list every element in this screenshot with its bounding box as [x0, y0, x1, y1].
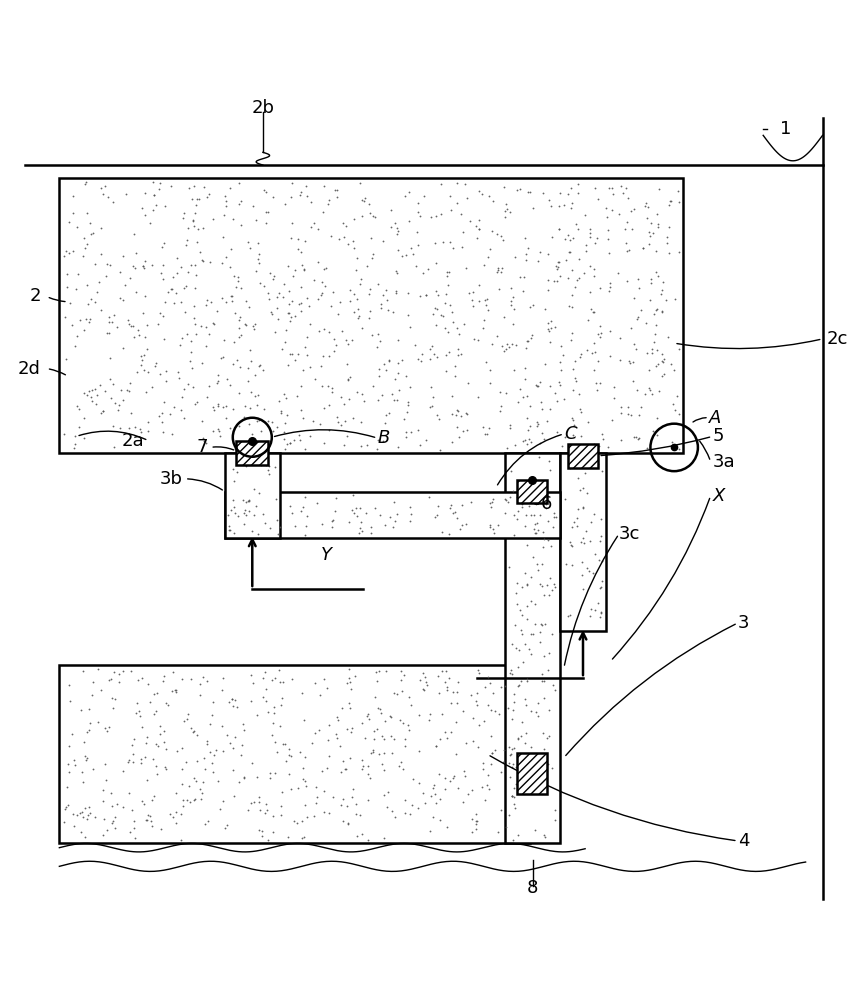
- Text: 3: 3: [738, 614, 750, 632]
- Text: 2a: 2a: [121, 432, 144, 450]
- Bar: [59, 178, 683, 453]
- Text: 1: 1: [780, 120, 791, 138]
- Text: 5: 5: [712, 427, 724, 445]
- Bar: [225, 453, 280, 538]
- Bar: [516, 753, 548, 794]
- Bar: [560, 453, 606, 631]
- Text: 2: 2: [29, 287, 41, 305]
- Bar: [516, 480, 548, 503]
- Text: X: X: [712, 487, 725, 505]
- Bar: [236, 441, 268, 465]
- Text: A: A: [709, 409, 722, 427]
- Text: 3c: 3c: [619, 525, 640, 543]
- Bar: [59, 665, 530, 843]
- Text: 4: 4: [738, 832, 750, 850]
- Text: C: C: [564, 425, 577, 443]
- Bar: [568, 444, 599, 468]
- Text: 7: 7: [196, 438, 208, 456]
- Text: 6: 6: [541, 495, 552, 513]
- Text: 2c: 2c: [827, 330, 848, 348]
- Text: 8: 8: [527, 879, 538, 897]
- Text: B: B: [377, 429, 390, 447]
- Text: 3a: 3a: [712, 453, 735, 471]
- Text: 2b: 2b: [251, 99, 275, 117]
- Text: 3b: 3b: [159, 470, 182, 488]
- Bar: [505, 453, 560, 843]
- Text: 2d: 2d: [18, 360, 41, 378]
- Bar: [225, 492, 560, 538]
- Text: Y: Y: [321, 546, 332, 564]
